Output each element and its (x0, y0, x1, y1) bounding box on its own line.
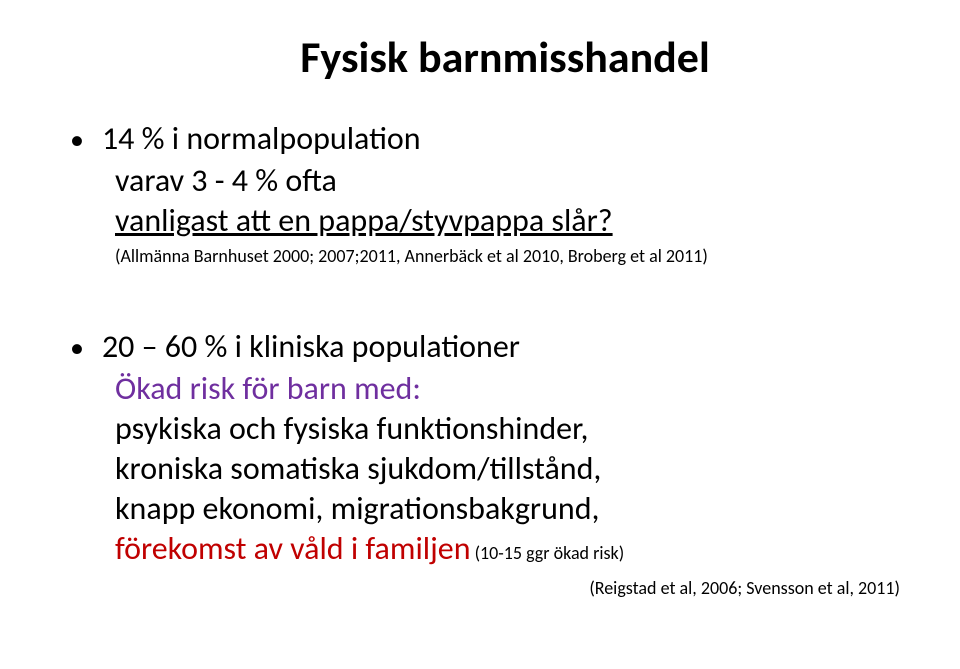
bullet-text: 14 % i normalpopulation (102, 119, 421, 159)
slide-title: Fysisk barnmisshandel (100, 30, 910, 84)
bullet-dot: • (70, 126, 84, 154)
underline-text: vanligast att en pappa/styvpappa slår? (115, 201, 613, 240)
bullet-line-2: • 20 – 60 % i kliniska populationer (60, 327, 910, 367)
indent-line-6: knapp ekonomi, migrationsbakgrund, (115, 489, 910, 529)
red-text: förekomst av våld i familjen (115, 529, 471, 568)
indent-line-4: psykiska och fysiska funktionshinder, (115, 409, 910, 449)
citation-2: (Reigstad et al, 2006; Svensson et al, 2… (60, 577, 910, 599)
bullet-dot: • (70, 334, 84, 362)
citation-1: (Allmänna Barnhuset 2000; 2007;2011, Ann… (115, 245, 910, 267)
bullet-text: 20 – 60 % i kliniska populationer (102, 327, 520, 367)
small-note: (10-15 ggr ökad risk) (471, 542, 625, 564)
bullet-line-1: • 14 % i normalpopulation (60, 119, 910, 159)
indent-line-5: kroniska somatiska sjukdom/tillstånd, (115, 449, 910, 489)
indent-line-7: förekomst av våld i familjen (10-15 ggr … (115, 529, 910, 569)
bullet-block-1: • 14 % i normalpopulation varav 3 - 4 % … (60, 119, 910, 267)
indent-line-1: varav 3 - 4 % ofta (115, 161, 910, 201)
bullet-block-2: • 20 – 60 % i kliniska populationer Ökad… (60, 327, 910, 599)
indent-line-3: Ökad risk för barn med: (115, 369, 910, 409)
indent-line-2: vanligast att en pappa/styvpappa slår? (115, 201, 910, 241)
